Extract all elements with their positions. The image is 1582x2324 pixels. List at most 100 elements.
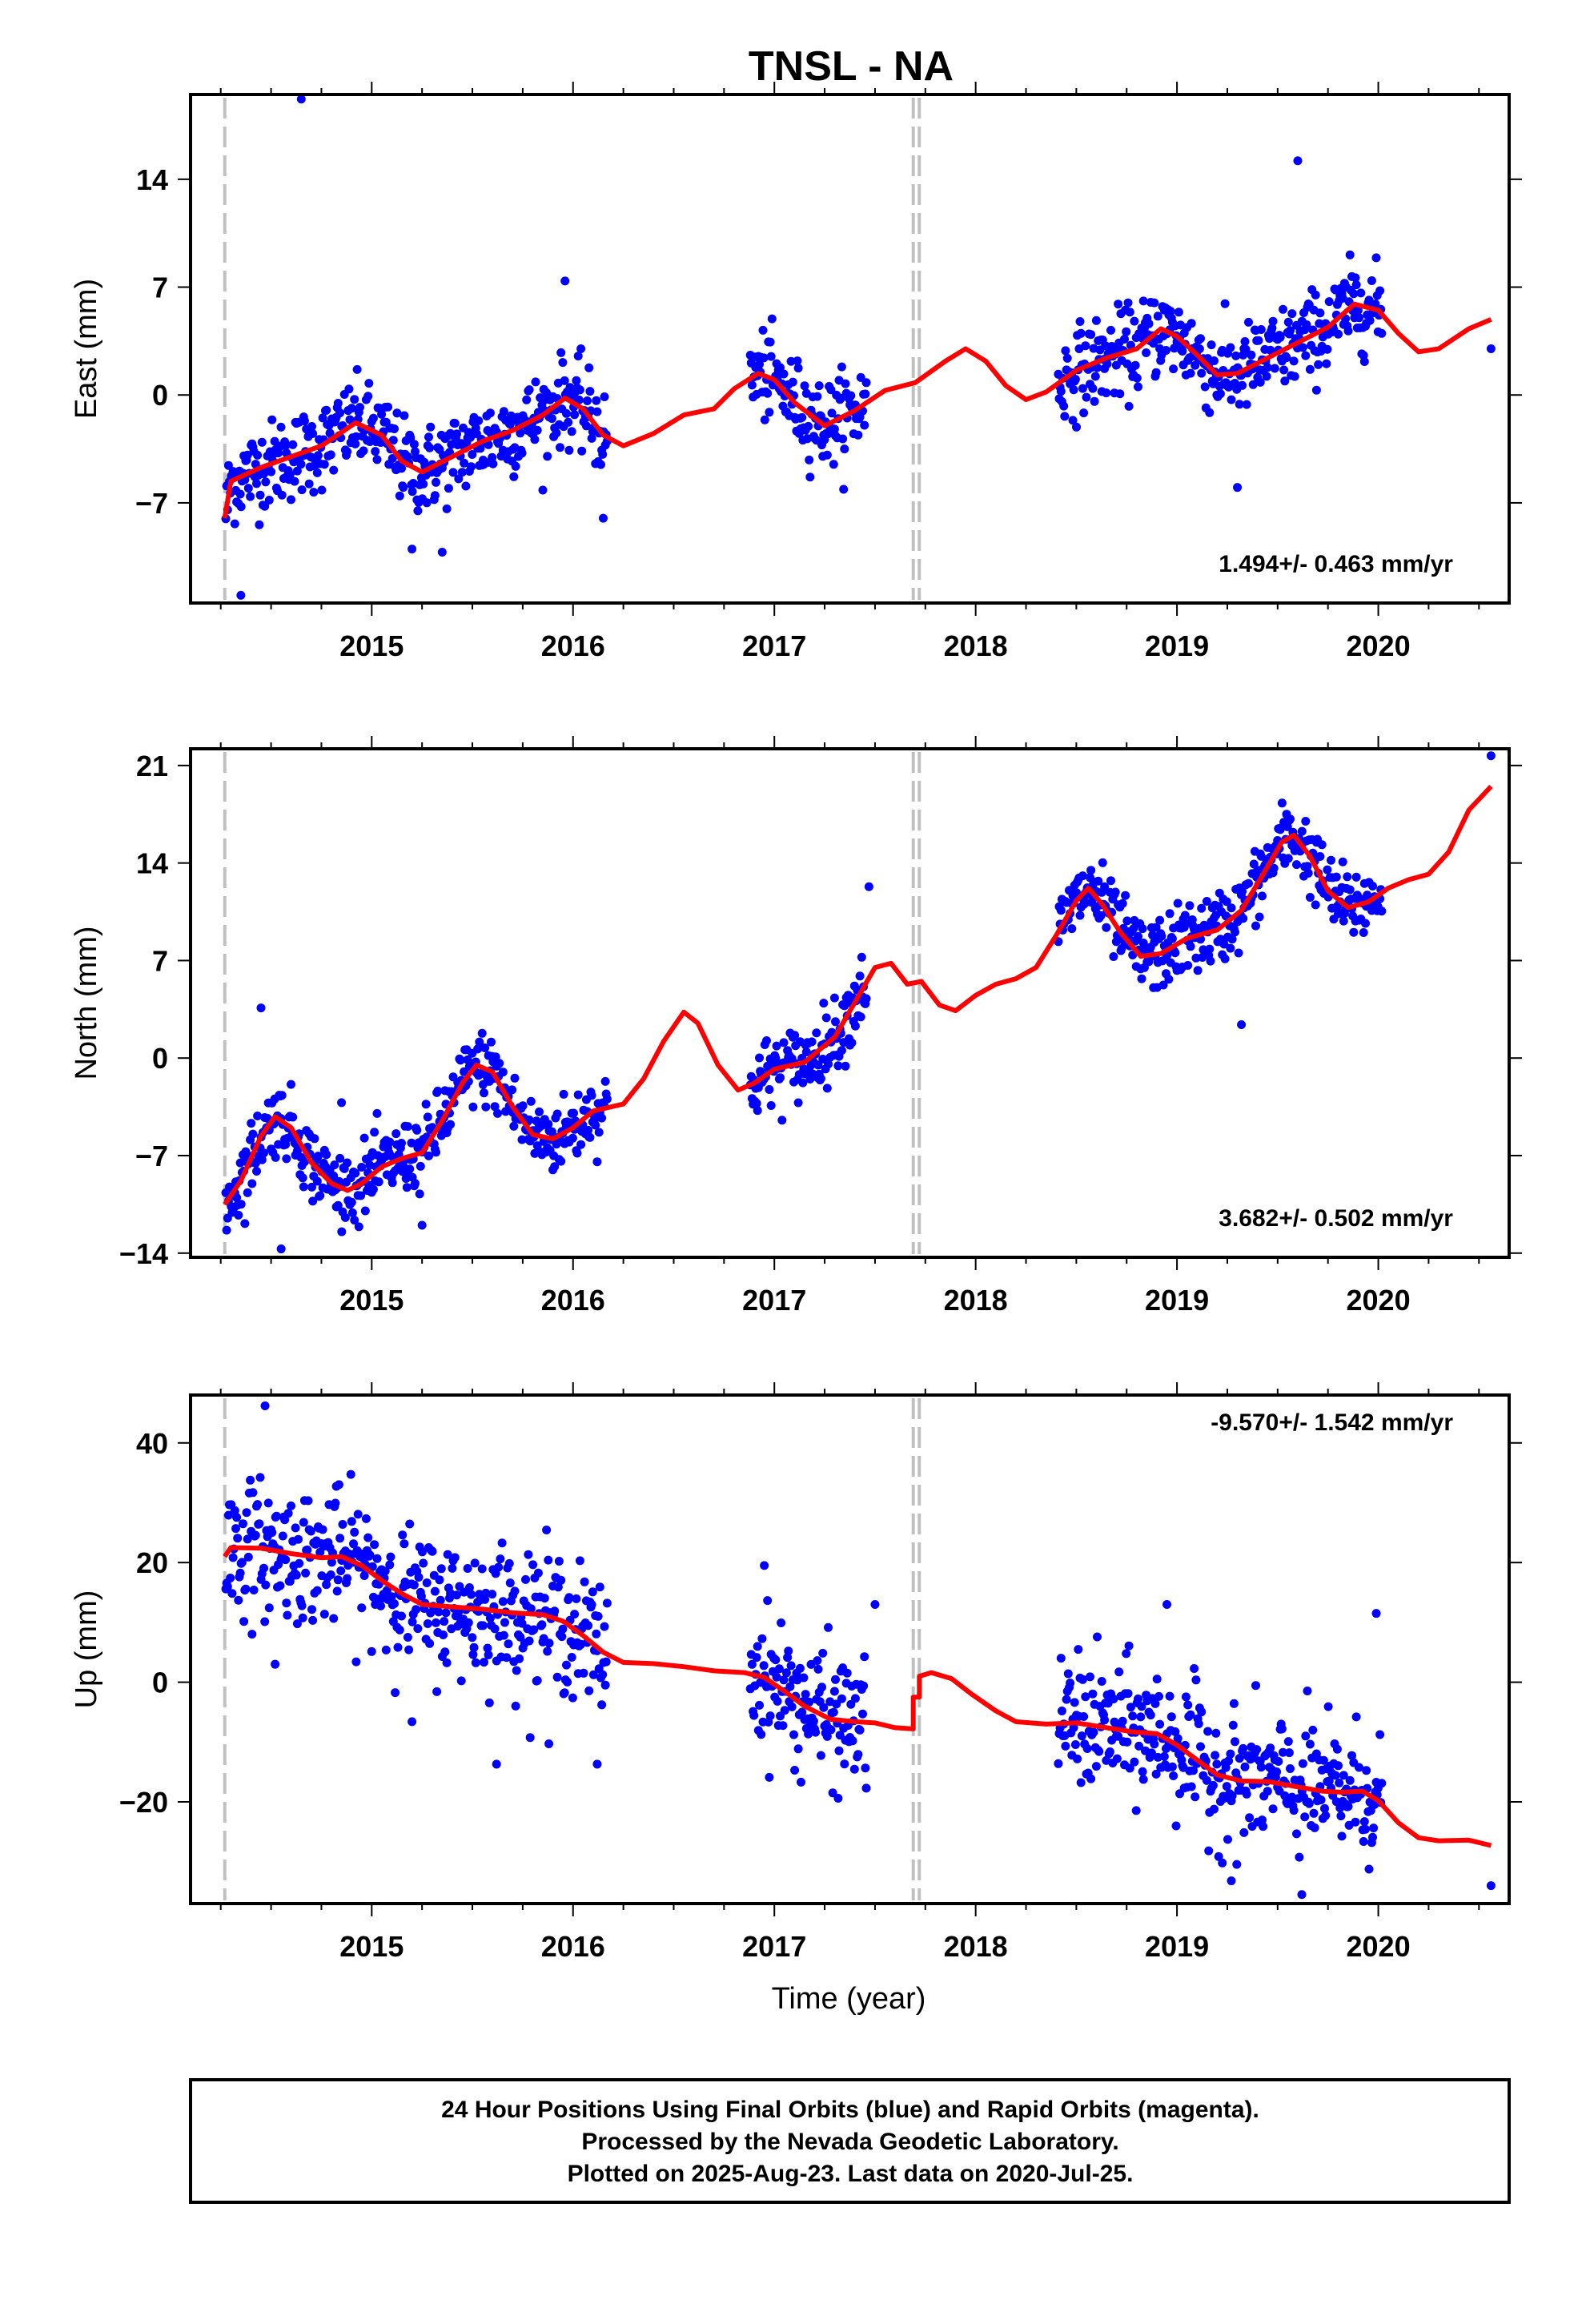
data-point — [435, 1575, 444, 1585]
data-point — [543, 452, 552, 461]
data-point — [558, 358, 568, 368]
data-point — [464, 1618, 473, 1627]
data-point — [1073, 1754, 1082, 1763]
data-point — [1066, 1679, 1075, 1688]
data-point — [261, 1580, 271, 1590]
data-point — [346, 1470, 355, 1479]
data-point — [252, 1167, 261, 1176]
data-point — [312, 1586, 322, 1595]
data-point — [572, 376, 581, 385]
y-tick-label: 40 — [136, 1427, 168, 1460]
data-point — [598, 513, 608, 523]
data-point — [1183, 961, 1193, 970]
data-point — [1162, 1599, 1172, 1609]
data-point — [1282, 353, 1291, 363]
data-point — [1122, 327, 1131, 336]
data-point — [560, 376, 569, 385]
data-point — [584, 363, 594, 372]
data-point — [1239, 914, 1248, 923]
data-point — [1280, 376, 1290, 386]
data-point — [1303, 868, 1313, 878]
data-point — [596, 460, 605, 469]
data-point — [1181, 1692, 1191, 1702]
data-point — [1171, 1821, 1181, 1831]
data-point — [340, 1212, 350, 1222]
data-point — [343, 447, 352, 456]
data-point — [329, 1171, 339, 1180]
data-point — [1106, 876, 1115, 886]
data-point — [432, 477, 440, 487]
data-point — [259, 1563, 268, 1573]
data-point — [814, 381, 824, 391]
data-point — [524, 1115, 534, 1124]
data-point — [231, 1524, 240, 1534]
data-point — [1305, 1739, 1315, 1749]
data-point — [313, 451, 323, 460]
data-point — [811, 1727, 821, 1737]
data-point — [267, 1528, 277, 1538]
data-point — [408, 545, 417, 554]
data-point — [1123, 1689, 1133, 1699]
data-point — [797, 1777, 805, 1787]
data-point — [1486, 751, 1496, 761]
data-point — [1258, 891, 1267, 901]
data-point — [289, 457, 299, 467]
data-point — [1086, 1774, 1096, 1783]
data-point — [1283, 1737, 1293, 1747]
data-point — [1134, 931, 1142, 941]
data-point — [288, 440, 298, 449]
data-point — [397, 1139, 406, 1148]
footer-line-3: Plotted on 2025-Aug-23. Last data on 202… — [568, 2161, 1134, 2187]
data-point — [303, 1545, 312, 1554]
data-point — [752, 1653, 761, 1663]
data-point — [257, 437, 267, 447]
data-point — [1197, 903, 1207, 913]
x-tick-label: 2016 — [541, 629, 605, 662]
data-point — [1324, 1776, 1334, 1786]
data-point — [1153, 1752, 1162, 1762]
data-point — [543, 1647, 552, 1656]
data-point — [587, 433, 596, 443]
data-point — [243, 1534, 252, 1544]
data-point — [1251, 921, 1260, 931]
data-point — [757, 1730, 766, 1739]
data-point — [1364, 1864, 1374, 1874]
data-point — [1167, 934, 1177, 943]
data-point — [430, 491, 440, 501]
data-point — [1239, 1743, 1248, 1753]
data-point — [1150, 1739, 1159, 1749]
data-point — [417, 1220, 427, 1230]
model-curve — [222, 301, 1492, 519]
data-point — [301, 1568, 311, 1578]
data-point — [397, 1611, 406, 1621]
data-point — [557, 1632, 567, 1642]
y-tick-label: −7 — [135, 487, 168, 520]
data-point — [849, 1764, 859, 1774]
data-point — [585, 387, 595, 396]
data-point — [785, 1682, 795, 1691]
data-point — [223, 460, 233, 470]
data-point — [1247, 350, 1256, 360]
data-point — [771, 1655, 781, 1665]
footer-box: 24 Hour Positions Using Final Orbits (bl… — [189, 2078, 1511, 2204]
data-point — [247, 1119, 256, 1128]
data-point — [1131, 1806, 1141, 1815]
data-point — [848, 1736, 857, 1746]
data-point — [1056, 387, 1066, 396]
data-point — [829, 460, 838, 469]
data-point — [511, 1701, 520, 1711]
data-point — [594, 1128, 604, 1137]
data-point — [1337, 1831, 1347, 1841]
data-point — [364, 379, 374, 388]
data-point — [352, 364, 362, 374]
data-point — [402, 1183, 412, 1192]
data-point — [824, 1622, 833, 1632]
data-point — [436, 1595, 445, 1605]
data-point — [584, 1125, 593, 1135]
data-point — [804, 1729, 813, 1739]
data-point — [412, 1125, 422, 1135]
data-point — [573, 1090, 583, 1100]
data-point — [440, 1647, 450, 1657]
data-point — [1297, 1890, 1307, 1900]
panel-east: 2015 2016 2017 2018 2019 2020 14 7 0 −7 East (mm) 1… — [70, 82, 1522, 662]
